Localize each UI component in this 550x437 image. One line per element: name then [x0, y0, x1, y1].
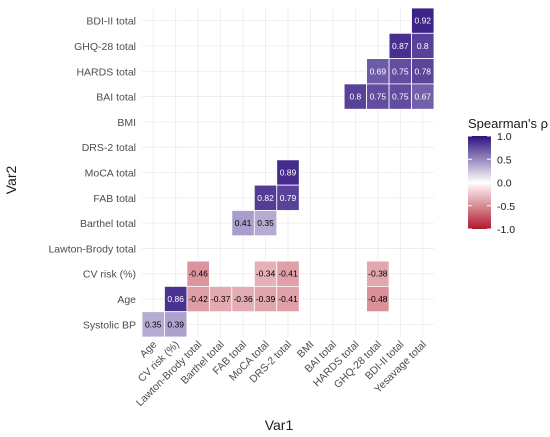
y-axis-title: Var2	[3, 166, 19, 195]
legend-ticks: 1.0 0.5 0.0 -0.5 -1.0	[468, 131, 515, 236]
cell-value-label: 0.67	[414, 92, 431, 102]
cell-value-label: -0.41	[278, 269, 298, 279]
cell-value-label: -0.39	[256, 294, 276, 304]
cell-value-label: 0.35	[145, 319, 162, 329]
y-tick-label: DRS-2 total	[82, 142, 136, 154]
y-tick-label: Age	[117, 294, 136, 306]
heatmap-cell	[366, 285, 390, 313]
y-tick-label: FAB total	[93, 193, 136, 205]
cell-value-label: -0.36	[233, 294, 253, 304]
cell-value-label: 0.8	[417, 41, 429, 51]
cell-value-label: 0.92	[414, 16, 431, 26]
legend-tick-label: -1.0	[497, 224, 515, 236]
y-tick-labels: BDI-II total GHQ-28 total HARDS total BAI t…	[48, 16, 136, 332]
cell-value-label: 0.69	[370, 66, 387, 76]
heatmap-cell	[276, 184, 300, 211]
cell-value-label: -0.48	[368, 294, 388, 304]
cell-value-label: 0.79	[280, 193, 297, 203]
cell-value-label: -0.41	[278, 294, 298, 304]
legend-title: Spearman's ρ	[468, 116, 548, 131]
cell-value-label: 0.35	[257, 218, 274, 228]
legend-tick-label: 0.5	[497, 154, 512, 166]
legend-tick-label: -0.5	[497, 201, 515, 213]
cell-value-label: 0.75	[392, 66, 409, 76]
legend-tick-label: 0.0	[497, 178, 512, 190]
x-axis-title: Var1	[265, 417, 294, 433]
cell-value-label: -0.34	[256, 269, 276, 279]
cell-value-label: -0.42	[188, 294, 208, 304]
heatmap-cell	[411, 83, 435, 110]
cell-value-label: 0.82	[257, 193, 274, 203]
heatmap-cells	[141, 7, 435, 338]
cell-value-label: 0.86	[167, 294, 184, 304]
heatmap-cell	[164, 311, 188, 338]
cell-value-label: -0.37	[211, 294, 231, 304]
color-legend: Spearman's ρ 1.0 0.5 0.0 -0.5 -1.0	[468, 116, 548, 236]
y-tick-label: MoCA total	[85, 168, 136, 180]
y-tick-label: Lawton-Brody total	[48, 243, 136, 255]
cell-value-label: 0.87	[392, 41, 409, 51]
y-tick-label: BAI total	[96, 92, 136, 104]
legend-colorbar	[468, 136, 491, 229]
y-tick-label: BMI	[117, 117, 136, 129]
cell-value-label: -0.38	[368, 269, 388, 279]
cell-labels: 0.92 0.87 0.8 0.69 0.75 0.78 0.8 0.75 0.75 0.67 0.…	[145, 16, 431, 330]
legend-tick-label: 1.0	[497, 131, 512, 143]
heatmap-cell	[253, 210, 278, 237]
y-tick-label: BDI-II total	[86, 16, 136, 28]
y-tick-label: GHQ-28 total	[74, 41, 136, 53]
cell-value-label: 0.89	[280, 168, 297, 178]
cell-value-label: 0.78	[414, 66, 431, 76]
cell-value-label: 0.75	[370, 92, 387, 102]
y-tick-label: Barthel total	[80, 218, 136, 230]
cell-value-label: 0.8	[349, 92, 361, 102]
y-tick-label: Systolic BP	[83, 319, 136, 331]
cell-value-label: 0.41	[235, 218, 252, 228]
heatmap-cell	[276, 285, 300, 313]
y-tick-label: HARDS total	[76, 66, 136, 78]
cell-value-label: 0.75	[392, 92, 409, 102]
cell-value-label: 0.39	[167, 319, 184, 329]
cell-value-label: -0.46	[188, 269, 208, 279]
y-tick-label: CV risk (%)	[83, 269, 136, 281]
